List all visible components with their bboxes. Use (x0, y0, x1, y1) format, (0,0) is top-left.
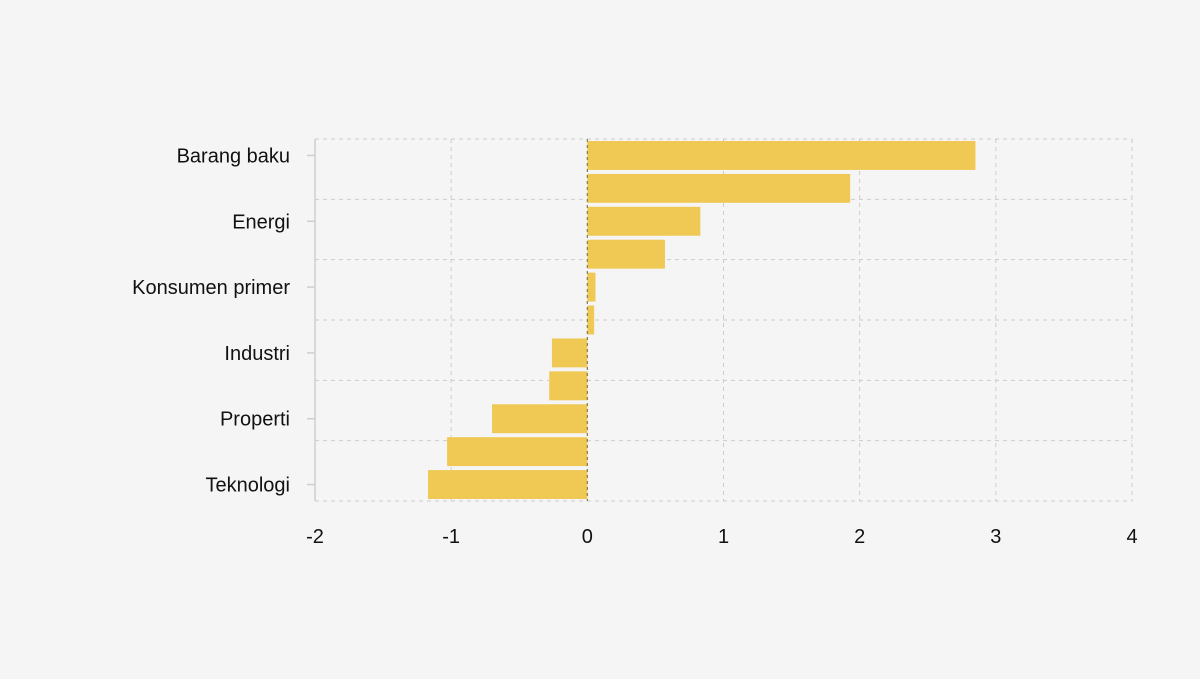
y-tick-label: Industri (224, 343, 290, 365)
x-tick-label: 1 (718, 526, 729, 548)
bar (587, 206, 701, 236)
bar (447, 437, 588, 467)
bar (492, 404, 588, 434)
y-tick-label: Konsumen primer (132, 277, 290, 299)
bar (587, 239, 665, 269)
y-tick-label: Properti (220, 409, 290, 431)
x-tick-label: -2 (306, 526, 324, 548)
x-tick-label: 4 (1126, 526, 1137, 548)
bars (428, 141, 976, 499)
bar (428, 470, 588, 499)
x-tick-label: 0 (582, 526, 593, 548)
axes (307, 139, 588, 501)
bar (587, 173, 851, 203)
bar (549, 371, 588, 401)
bar (587, 141, 976, 170)
y-tick-label: Barang baku (177, 145, 290, 167)
bar (551, 338, 588, 368)
bar (587, 272, 596, 302)
x-tick-label: 3 (990, 526, 1001, 548)
x-tick-label: -1 (442, 526, 460, 548)
y-tick-label: Teknologi (205, 475, 290, 497)
bar (587, 305, 595, 335)
x-tick-label: 2 (854, 526, 865, 548)
labels: -2 -1 0 1 2 3 4 Barang baku Energi Konsumen prime… (132, 145, 1137, 548)
y-tick-label: Energi (232, 211, 290, 233)
